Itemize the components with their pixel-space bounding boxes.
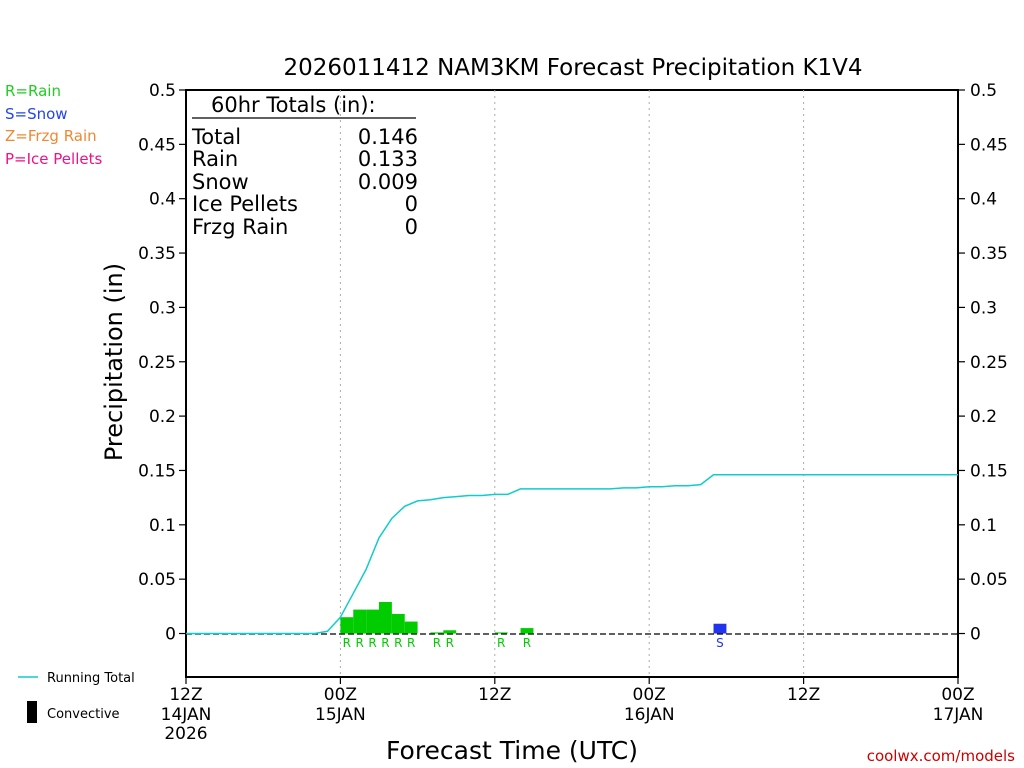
x-tick-label-time: 00Z [633,685,666,705]
legend-snow: S=Snow [5,105,68,123]
y-tick-label-left: 0.45 [138,135,176,155]
totals-label-total: Total [191,125,241,149]
y-tick-label-left: 0.2 [149,407,176,427]
y-tick-label-right: 0.1 [970,516,997,536]
x-tick-label-time: 12Z [478,685,511,705]
x-axis-label: Forecast Time (UTC) [386,736,638,765]
totals-box: 60hr Totals (in): Total 0.146 Rain 0.133… [191,93,418,239]
totals-label-frzg-rain: Frzg Rain [192,215,288,239]
y-axis-left: 0 0.05 0.1 0.15 0.2 0.25 0.3 0.35 0.4 0.45 0.5 [138,81,186,645]
legend-rain: R=Rain [5,82,61,100]
x-tick-label-time: 00Z [941,685,974,705]
chart-title: 2026011412 NAM3KM Forecast Precipitation… [283,55,862,81]
precip-type-label: R [356,636,364,650]
ptype-legend: R=Rain S=Snow Z=Frzg Rain P=Ice Pellets [5,82,102,168]
y-tick-label-left: 0 [165,625,176,645]
legend-frzg-rain: Z=Frzg Rain [5,127,97,145]
y-tick-label-right: 0.35 [970,244,1008,264]
y-tick-label-left: 0.5 [149,81,176,101]
precip-bar [713,623,727,634]
precip-type-label: R [407,636,415,650]
y-tick-label-left: 0.35 [138,244,176,264]
x-tick-label-date: 16JAN [624,705,675,725]
totals-value-total: 0.146 [358,125,418,149]
totals-label-rain: Rain [192,147,238,171]
precip-type-label: R [433,636,441,650]
convective-swatch [27,701,37,723]
totals-value-rain: 0.133 [358,147,418,171]
legend-ice-pellets: P=Ice Pellets [5,150,102,168]
precip-type-label: S [716,636,724,650]
precip-type-label: R [381,636,389,650]
y-axis-label: Precipitation (in) [100,263,128,461]
precip-bar [353,609,367,634]
precip-bar [379,601,392,634]
precip-type-label: R [446,636,454,650]
totals-label-ice-pellets: Ice Pellets [192,192,298,216]
precip-type-label: R [394,636,402,650]
y-tick-label-right: 0 [970,625,981,645]
precip-bar [404,621,418,634]
y-tick-label-right: 0.25 [970,353,1008,373]
y-tick-label-right: 0.3 [970,298,997,318]
y-tick-label-left: 0.1 [149,516,176,536]
x-tick-label-time: 00Z [324,685,357,705]
bottom-legend: Running Total Convective [18,671,135,723]
totals-value-frzg-rain: 0 [405,215,418,239]
x-tick-label-time: 12Z [169,685,202,705]
credit-text: coolwx.com/models [867,747,1015,765]
precip-bar [520,628,534,634]
precip-bar [494,632,508,634]
precip-bar [443,630,457,634]
y-tick-label-right: 0.2 [970,407,997,427]
y-axis-right: 0 0.05 0.1 0.15 0.2 0.25 0.3 0.35 0.4 0.45 0.5 [958,81,1008,645]
totals-value-ice-pellets: 0 [405,192,418,216]
totals-value-snow: 0.009 [358,170,418,194]
y-tick-label-left: 0.05 [138,570,176,590]
y-tick-label-left: 0.3 [149,298,176,318]
y-tick-label-right: 0.15 [970,461,1008,481]
plot-frame [185,89,959,678]
y-tick-label-left: 0.15 [138,461,176,481]
vertical-gridlines [339,90,805,677]
precip-type-label: R [497,636,505,650]
totals-header: 60hr Totals (in): [211,93,376,117]
convective-legend-label: Convective [47,707,120,722]
x-tick-label-date: 15JAN [315,705,366,725]
y-tick-label-right: 0.45 [970,135,1008,155]
precip-bars [340,601,727,634]
x-tick-label-date: 17JAN [933,705,984,725]
x-tick-label-date: 14JAN [161,705,212,725]
precip-type-label: R [523,636,531,650]
precip-type-label: R [368,636,376,650]
y-tick-label-left: 0.25 [138,353,176,373]
x-tick-label-year: 2026 [164,724,207,744]
totals-label-snow: Snow [192,170,249,194]
y-tick-label-left: 0.4 [149,190,176,210]
y-tick-label-right: 0.4 [970,190,997,210]
precip-type-label: R [343,636,351,650]
y-tick-label-right: 0.5 [970,81,997,101]
precip-bar [340,617,354,634]
running-total-legend-label: Running Total [47,671,135,686]
x-tick-label-time: 12Z [787,685,820,705]
running-total-line [186,474,958,635]
y-tick-label-right: 0.05 [970,570,1008,590]
precip-bar [366,609,379,634]
precip-bar [430,632,444,634]
precip-bar [391,613,405,634]
